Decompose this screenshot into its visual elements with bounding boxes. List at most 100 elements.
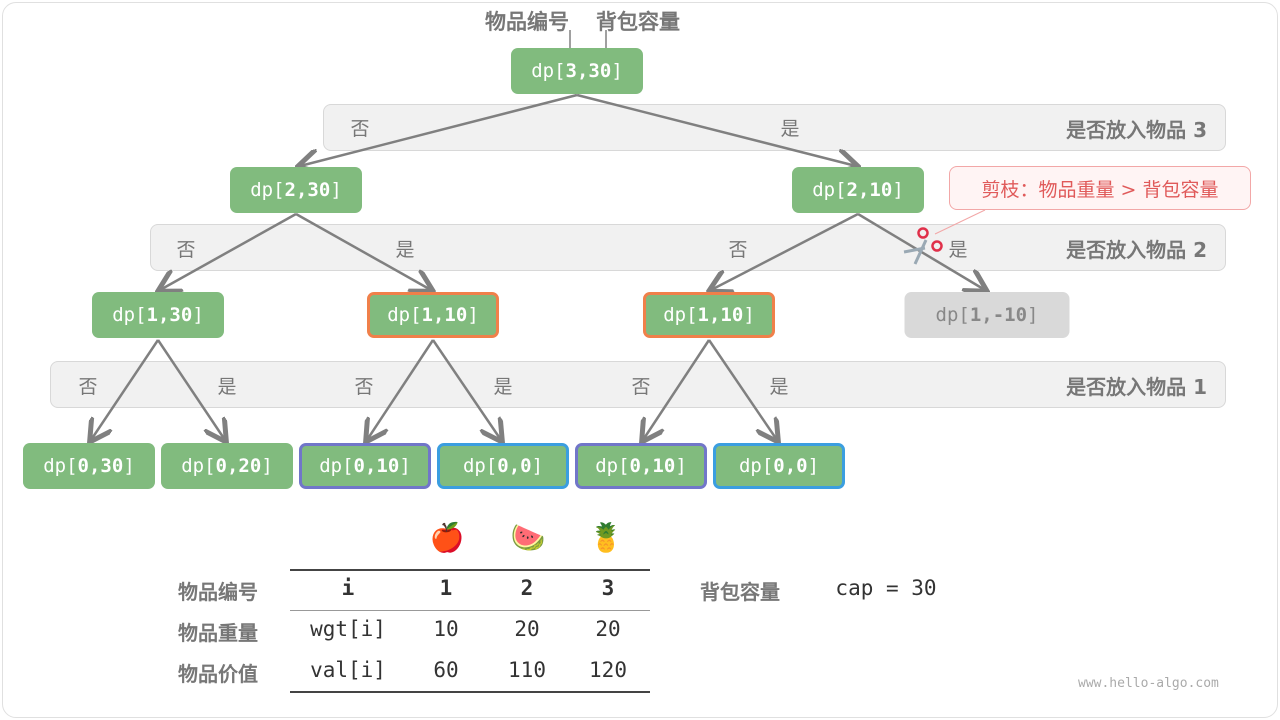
edge <box>711 212 859 290</box>
edge <box>431 339 501 440</box>
row-label: 物品价值 <box>178 662 258 686</box>
edge <box>295 212 431 290</box>
node-dp-1-30[interactable]: dp[1,30] <box>92 292 224 338</box>
band-title: 是否放入物品 2 <box>1066 238 1207 262</box>
watermelon-icon: 🍉 <box>510 521 546 554</box>
choice-yes: 是 <box>780 118 800 140</box>
edge <box>643 339 711 440</box>
band-item-1: 是否放入物品 1 <box>50 361 1226 408</box>
node-dp-2-10[interactable]: dp[2,10] <box>792 167 924 213</box>
capacity-label: 背包容量 <box>596 10 680 34</box>
table-cell: val[i] <box>310 658 386 682</box>
node-bracket: ] <box>467 304 479 326</box>
node-bracket: ] <box>675 455 687 477</box>
edge <box>367 339 435 440</box>
node-suffix: ] <box>611 60 623 82</box>
table-mid-rule <box>290 610 650 611</box>
table-cell: 10 <box>433 617 459 641</box>
node-bracket: ] <box>743 304 755 326</box>
table-top-rule <box>290 569 650 571</box>
edge <box>160 212 297 290</box>
table-header: 3 <box>601 576 615 600</box>
node-args: 3,30 <box>565 60 612 82</box>
node-dp-3-30[interactable]: dp[3,30] <box>511 48 643 94</box>
node-args: 0,0 <box>773 455 808 477</box>
node-dp-1-neg10-pruned[interactable]: dp[1,-10] <box>904 292 1070 338</box>
node-bracket: dp[ <box>663 304 698 326</box>
node-bracket: dp[ <box>812 179 847 201</box>
row-label: 物品编号 <box>178 580 258 604</box>
node-bracket: dp[ <box>387 304 422 326</box>
table-cell: wgt[i] <box>310 617 386 641</box>
node-bracket: dp[ <box>595 455 630 477</box>
node-dp-0-10[interactable]: dp[0,10] <box>299 443 431 489</box>
node-args: 0,10 <box>629 455 676 477</box>
node-args: 2,30 <box>284 179 331 201</box>
table-cell: 60 <box>433 658 459 682</box>
node-dp-0-0[interactable]: dp[0,0] <box>713 443 845 489</box>
node-args: 2,10 <box>846 179 893 201</box>
edge <box>576 93 856 166</box>
edge <box>91 339 160 440</box>
node-dp-1-10-overlap[interactable]: dp[1,10] <box>367 292 499 338</box>
watermark: www.hello-algo.com <box>1078 676 1219 691</box>
node-bracket: ] <box>192 304 204 326</box>
node-bracket: ] <box>807 455 820 477</box>
node-args: 1,-10 <box>969 304 1028 326</box>
node-args: 0,10 <box>353 455 400 477</box>
pineapple-icon: 🍍 <box>588 521 624 554</box>
band-title: 是否放入物品 3 <box>1066 118 1207 142</box>
table-cell: 20 <box>595 617 621 641</box>
choice-yes: 是 <box>217 376 237 398</box>
node-args: 1,10 <box>421 304 468 326</box>
choice-yes: 是 <box>395 239 415 261</box>
band-title: 是否放入物品 1 <box>1066 375 1207 399</box>
table-header: i <box>341 576 355 600</box>
scissors-icon <box>903 227 943 265</box>
node-dp-1-10-overlap[interactable]: dp[1,10] <box>643 292 775 338</box>
pruning-callout: 剪枝：物品重量 > 背包容量 <box>949 166 1251 210</box>
table-cell: 120 <box>589 658 627 682</box>
table-bottom-rule <box>290 691 650 693</box>
edge <box>707 339 777 440</box>
node-dp-0-10[interactable]: dp[0,10] <box>575 443 707 489</box>
node-dp-0-0[interactable]: dp[0,0] <box>437 443 569 489</box>
choice-yes: 是 <box>493 376 513 398</box>
table-header: 2 <box>520 576 534 600</box>
band-item-3: 是否放入物品 3 <box>323 104 1226 151</box>
node-bracket: dp[ <box>319 455 354 477</box>
node-bracket: dp[ <box>112 304 147 326</box>
item-index-label: 物品编号 <box>485 10 569 34</box>
choice-yes: 是 <box>769 376 789 398</box>
node-args: 0,0 <box>497 455 532 477</box>
choice-yes: 是 <box>948 239 968 261</box>
edge <box>300 93 578 166</box>
node-bracket: dp[ <box>181 455 216 477</box>
node-args: 0,30 <box>77 455 124 477</box>
choice-no: 否 <box>350 118 370 140</box>
apple-icon: 🍎 <box>429 521 465 554</box>
table-cell: 110 <box>508 658 546 682</box>
node-bracket: dp[ <box>43 455 78 477</box>
capacity-text-label: 背包容量 <box>700 580 780 604</box>
callout-pointer <box>934 209 986 235</box>
node-args: 1,30 <box>146 304 193 326</box>
node-prefix: dp[ <box>531 60 566 82</box>
node-bracket: ] <box>531 455 544 477</box>
node-bracket: ] <box>892 179 904 201</box>
node-dp-2-30[interactable]: dp[2,30] <box>230 167 362 213</box>
capacity-value: cap = 30 <box>835 576 937 600</box>
node-dp-0-30[interactable]: dp[0,30] <box>23 443 155 489</box>
choice-no: 否 <box>631 376 651 398</box>
row-label: 物品重量 <box>178 621 258 645</box>
node-bracket: dp[ <box>462 455 498 477</box>
edge <box>156 339 225 440</box>
choice-no: 否 <box>354 376 374 398</box>
node-bracket: ] <box>261 455 273 477</box>
node-bracket: ] <box>123 455 135 477</box>
node-dp-0-20[interactable]: dp[0,20] <box>161 443 293 489</box>
node-args: 1,10 <box>697 304 744 326</box>
